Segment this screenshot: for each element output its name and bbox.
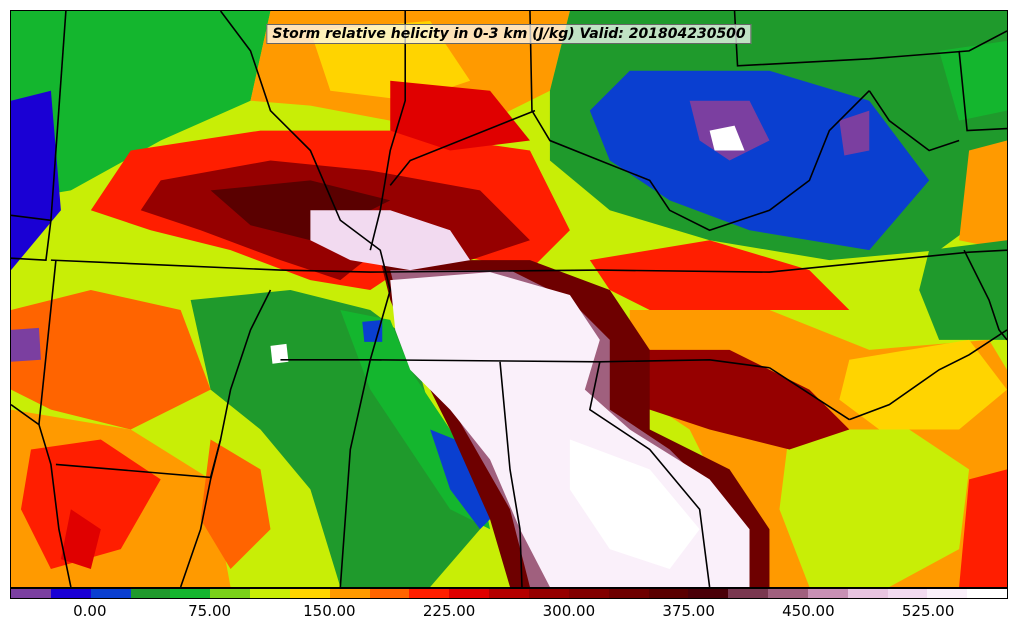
field-region-arc-darkest — [210, 180, 391, 241]
colorbar-segment — [289, 589, 330, 598]
colorbar-segment — [728, 589, 769, 598]
field-region-nw-green — [11, 11, 271, 201]
field-region-se-lime — [779, 429, 970, 587]
boundary-segment — [179, 289, 272, 587]
colorbar-tick-label: 375.00 — [662, 602, 715, 620]
colorbar-tick-label: 150.00 — [303, 602, 356, 620]
colorbar-segment — [210, 589, 251, 598]
boundary-segment — [529, 11, 870, 232]
field-region-e-darkred — [609, 349, 850, 450]
field-speck-central — [270, 343, 289, 364]
boundary-segment — [389, 109, 536, 186]
colorbar-segment — [927, 589, 968, 598]
colorbar-segment — [90, 589, 131, 598]
field-region-se-red — [959, 469, 1007, 587]
map-title: Storm relative helicity in 0-3 km (J/kg)… — [266, 24, 752, 44]
colorbar-segment — [768, 589, 808, 598]
colorbar-segment — [489, 589, 529, 598]
coastline-segment — [849, 329, 1007, 421]
field-speck-west — [11, 327, 41, 362]
colorbar-segment — [250, 589, 290, 598]
boundary-segment — [50, 249, 1007, 273]
boundary-segment — [11, 214, 52, 261]
boundary-segment — [588, 361, 711, 587]
field-region-central-blue — [430, 429, 501, 530]
colorbar-segment — [50, 589, 91, 598]
field-region-e-red — [589, 240, 850, 310]
colorbar-segment — [130, 589, 171, 598]
colorbar-segment — [369, 589, 410, 598]
colorbar-tick-labels: 0.00 75.00 150.00 225.00 300.00 375.00 450.00 5… — [10, 600, 1008, 628]
colorbar-segment — [847, 589, 888, 598]
colorbar-segment — [568, 589, 609, 598]
colorbar-segment — [887, 589, 928, 598]
field-region-core-white-north — [310, 210, 471, 271]
map-panel: Storm relative helicity in 0-3 km (J/kg)… — [10, 10, 1008, 588]
field-region-ne-lightgreen — [939, 40, 1007, 121]
boundary-segment — [339, 359, 372, 587]
field-region-n-red — [390, 80, 530, 151]
colorbar-segment — [648, 589, 689, 598]
colorbar-segment — [528, 589, 569, 598]
field-region-e-green — [919, 240, 1007, 340]
colorbar-segment — [449, 589, 490, 598]
field-region-ne-purple2 — [839, 110, 870, 156]
field-region-ne-white — [709, 125, 745, 151]
colorbar-segment — [409, 589, 450, 598]
boundary-segment — [219, 11, 392, 361]
colorbar-segment — [11, 589, 51, 598]
field-region-w-orange — [11, 290, 211, 430]
state-boundaries — [11, 11, 1007, 587]
field-region-s-orange — [200, 439, 271, 570]
colorbar-tick-label: 450.00 — [782, 602, 835, 620]
boundary-segment — [868, 90, 960, 152]
field-region-sw-red2 — [60, 509, 101, 570]
field-region-core-white-south — [569, 439, 700, 570]
boundary-segment — [369, 11, 407, 251]
boundary-segment — [958, 50, 1007, 132]
boundary-segment — [499, 361, 523, 587]
colorbar-tick-label: 525.00 — [901, 602, 955, 620]
colorbar-segment — [329, 589, 370, 598]
boundary-segment — [11, 403, 72, 587]
colorbar-segment — [608, 589, 649, 598]
colorbar-segment — [807, 589, 848, 598]
colorbar-tick-label: 75.00 — [188, 602, 232, 620]
boundary-segment — [38, 260, 57, 425]
boundary-segment — [50, 11, 67, 221]
field-region-w-blue — [11, 90, 61, 271]
colorbar-segment — [967, 589, 1008, 598]
boundary-segment — [963, 249, 1007, 341]
colorbar — [10, 588, 1008, 599]
colorbar-segment — [688, 589, 729, 598]
boundary-segment — [733, 11, 1007, 67]
field-region-sw-red — [20, 439, 161, 570]
colorbar-tick-label: 0.00 — [73, 602, 107, 620]
helicity-map — [11, 11, 1007, 587]
boundary-segment — [769, 367, 850, 421]
field-region-ne-orange — [959, 140, 1007, 251]
colorbar-tick-label: 300.00 — [542, 602, 596, 620]
colorbar-tick-label: 225.00 — [422, 602, 476, 620]
colorbar-segment — [170, 589, 211, 598]
